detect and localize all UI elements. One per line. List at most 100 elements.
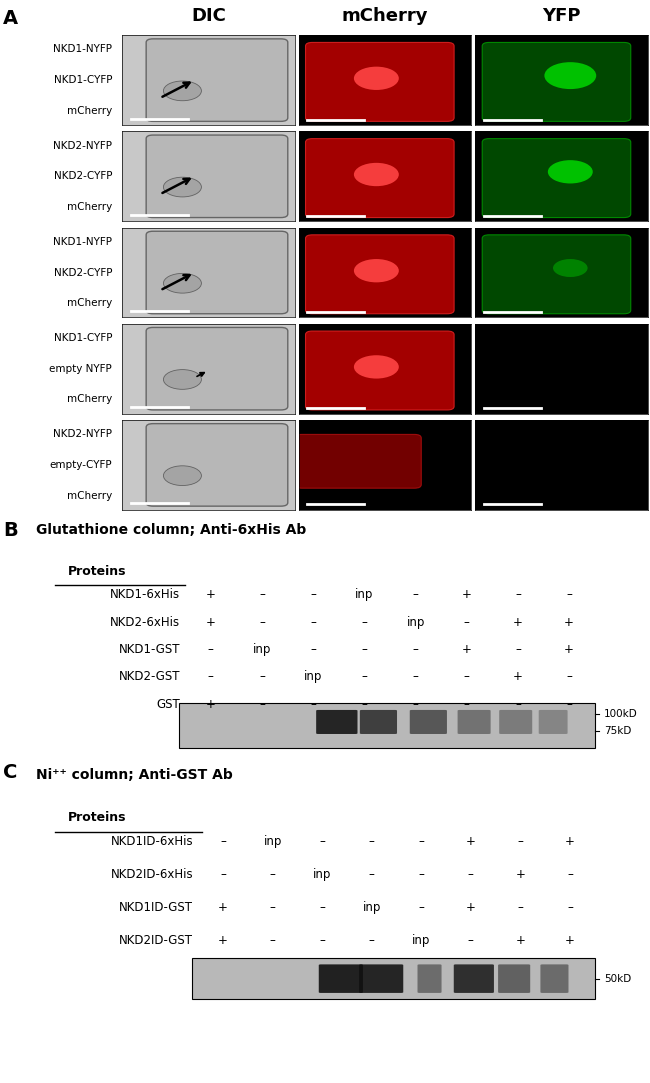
FancyBboxPatch shape [482,139,630,218]
Text: –: – [515,697,521,710]
Text: –: – [208,643,214,656]
Text: mCherry: mCherry [67,491,112,500]
Text: –: – [259,697,265,710]
Text: inp: inp [406,615,425,628]
Text: NKD1-NYFP: NKD1-NYFP [53,237,112,247]
Text: +: + [513,670,523,683]
Text: B: B [3,521,18,539]
Text: NKD2-CYFP: NKD2-CYFP [54,171,112,181]
Text: inp: inp [304,670,322,683]
Text: –: – [567,869,573,882]
Text: –: – [369,869,374,882]
Text: –: – [413,588,419,601]
Text: –: – [270,935,276,948]
Text: inp: inp [313,869,332,882]
Text: C: C [3,762,18,782]
Text: +: + [206,697,216,710]
FancyBboxPatch shape [306,139,454,218]
Text: inp: inp [263,835,282,848]
Text: –: – [259,615,265,628]
Text: –: – [419,869,424,882]
Text: +: + [515,935,525,948]
Text: +: + [565,935,575,948]
Text: –: – [419,901,424,914]
Text: –: – [310,588,316,601]
FancyBboxPatch shape [359,964,403,993]
Text: –: – [413,670,419,683]
Text: –: – [413,697,419,710]
Text: –: – [310,643,316,656]
Bar [192,957,595,1000]
Text: +: + [206,588,216,601]
Text: –: – [468,869,474,882]
Text: –: – [208,670,214,683]
Text: –: – [220,835,226,848]
Text: –: – [567,901,573,914]
Text: NKD2-NYFP: NKD2-NYFP [53,429,112,439]
FancyBboxPatch shape [146,423,288,506]
FancyBboxPatch shape [306,235,454,314]
Text: –: – [517,901,523,914]
Circle shape [548,160,593,183]
Ellipse shape [163,178,202,197]
Text: –: – [566,670,572,683]
Text: +: + [206,615,216,628]
FancyBboxPatch shape [306,331,454,410]
FancyBboxPatch shape [539,710,567,734]
Text: empty-CYFP: empty-CYFP [49,460,112,470]
FancyBboxPatch shape [499,710,532,734]
Text: +: + [564,643,574,656]
Ellipse shape [163,369,202,389]
Text: A: A [3,9,18,28]
Circle shape [545,62,596,89]
Text: –: – [361,615,367,628]
FancyBboxPatch shape [316,710,358,734]
Text: +: + [565,835,575,848]
FancyBboxPatch shape [482,235,630,314]
FancyBboxPatch shape [146,135,288,218]
Text: –: – [361,697,367,710]
Text: NKD2-GST: NKD2-GST [118,670,180,683]
Ellipse shape [163,273,202,293]
Text: –: – [259,670,265,683]
Text: –: – [515,588,521,601]
FancyBboxPatch shape [146,39,288,121]
Circle shape [354,355,399,379]
Text: –: – [361,670,367,683]
Text: NKD1-6xHis: NKD1-6xHis [110,588,180,601]
FancyBboxPatch shape [482,42,630,121]
FancyBboxPatch shape [146,327,288,410]
Text: NKD1-NYFP: NKD1-NYFP [53,44,112,54]
Text: +: + [462,643,472,656]
FancyBboxPatch shape [458,710,491,734]
Circle shape [354,67,399,90]
Text: –: – [319,935,325,948]
Text: +: + [515,869,525,882]
Text: –: – [259,588,265,601]
Text: YFP: YFP [542,6,581,25]
Ellipse shape [163,81,202,101]
Text: –: – [566,697,572,710]
FancyBboxPatch shape [360,710,397,734]
FancyBboxPatch shape [295,434,421,488]
Circle shape [354,259,399,283]
Text: –: – [464,615,470,628]
Text: +: + [513,615,523,628]
Text: –: – [464,670,470,683]
Bar [179,703,595,748]
Text: –: – [566,588,572,601]
Text: +: + [218,901,228,914]
FancyBboxPatch shape [318,964,363,993]
Text: –: – [361,643,367,656]
FancyBboxPatch shape [454,964,494,993]
Text: NKD2-6xHis: NKD2-6xHis [110,615,180,628]
Text: NKD1ID-GST: NKD1ID-GST [119,901,193,914]
Text: NKD1ID-6xHis: NKD1ID-6xHis [111,835,193,848]
Text: –: – [419,835,424,848]
Text: inp: inp [363,901,381,914]
Text: mCherry: mCherry [342,6,428,25]
Text: GST: GST [156,697,180,710]
Text: empty NYFP: empty NYFP [49,364,112,374]
Text: +: + [466,901,476,914]
Text: –: – [413,643,419,656]
